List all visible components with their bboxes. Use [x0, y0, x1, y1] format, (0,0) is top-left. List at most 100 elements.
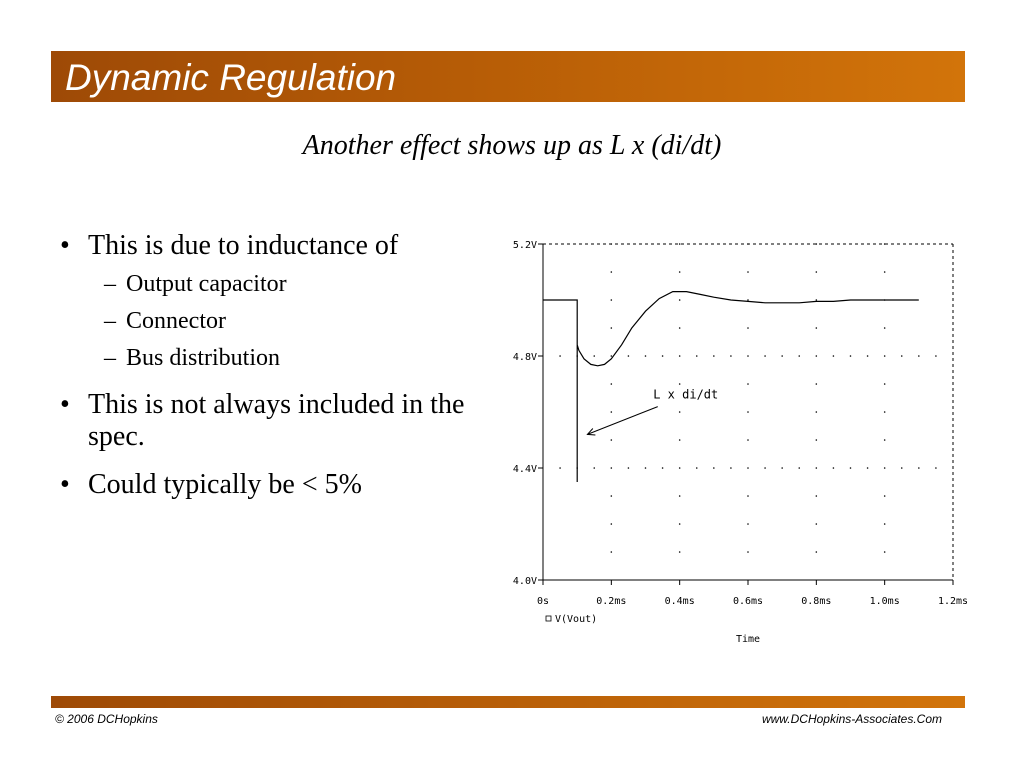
x-tick-label: 0.6ms	[733, 596, 763, 607]
sub-bullet-item: – Output capacitor	[58, 266, 518, 303]
grid-dot	[644, 355, 647, 357]
grid-dot	[781, 467, 783, 469]
grid-dot	[935, 355, 937, 357]
grid-dot	[610, 523, 613, 525]
grid-dot	[815, 439, 818, 441]
grid-dot	[627, 467, 630, 469]
grid-dot	[883, 411, 886, 413]
grid-dot	[610, 495, 613, 497]
grid-dot	[610, 383, 613, 385]
grid-dot	[935, 467, 937, 469]
grid-dot	[747, 523, 749, 525]
grid-dot	[918, 355, 920, 357]
grid-dot	[627, 355, 630, 357]
dash-marker: –	[104, 271, 116, 297]
grid-dot	[678, 243, 681, 245]
grid-dot	[747, 495, 749, 497]
grid-dot	[883, 355, 886, 357]
grid-dot	[815, 411, 818, 413]
grid-dot	[815, 495, 818, 497]
grid-dot	[798, 467, 801, 469]
grid-dot	[883, 243, 886, 245]
y-tick-label: 4.0V	[513, 576, 537, 587]
grid-dot	[883, 551, 886, 553]
grid-dot	[883, 327, 886, 329]
x-tick-label: 1.2ms	[938, 596, 968, 607]
legend-label: V(Vout)	[555, 614, 597, 625]
grid-dot	[678, 551, 681, 553]
footer-copyright: © 2006 DCHopkins	[55, 712, 158, 726]
grid-dot	[678, 327, 681, 329]
grid-dot	[610, 467, 613, 469]
x-tick-label: 1.0ms	[870, 596, 900, 607]
grid-dot	[815, 355, 818, 357]
dash-marker: –	[104, 345, 116, 371]
voltage-chart: 4.0V 4.4V 4.8V 5.2V 0s 0.2ms 0.4ms 0.6ms 0.8ms 1.…	[513, 240, 968, 645]
grid-dot	[730, 467, 732, 469]
grid-dot	[747, 411, 749, 413]
grid-dot	[610, 327, 613, 329]
bullet-marker: •	[60, 230, 70, 261]
grid-dot	[900, 467, 903, 469]
grid-dot	[610, 243, 613, 245]
footer-url: www.DCHopkins-Associates.Com	[761, 712, 942, 726]
grid-dot	[747, 551, 749, 553]
grid-dot	[866, 355, 869, 357]
grid-dot	[747, 299, 749, 301]
y-tick-label: 5.2V	[513, 240, 537, 251]
sub-bullet-item: – Bus distribution	[58, 340, 518, 377]
title-bar: Dynamic Regulation	[51, 51, 965, 102]
slide-title: Dynamic Regulation	[65, 57, 397, 98]
grid-dot	[747, 271, 749, 273]
grid-dot	[815, 243, 818, 245]
grid-dot	[713, 355, 715, 357]
grid-dot	[678, 523, 681, 525]
grid-dot	[764, 355, 766, 357]
y-tick-label: 4.8V	[513, 352, 537, 363]
grid-dot	[849, 467, 852, 469]
grid-dot	[678, 495, 681, 497]
grid-dot	[610, 439, 613, 441]
grid-dot	[832, 355, 835, 357]
bullet-text: Could typically be < 5%	[88, 469, 362, 500]
annotation-arrowhead	[586, 428, 596, 436]
grid-dot	[730, 355, 732, 357]
grid-dot	[900, 355, 903, 357]
series-line	[543, 290, 919, 482]
grid-dot	[695, 467, 698, 469]
grid-dot	[815, 383, 818, 385]
sub-bullet-text: Output capacitor	[126, 271, 287, 297]
sub-bullet-text: Connector	[126, 308, 226, 334]
legend-marker	[545, 615, 552, 622]
grid-dot	[866, 467, 869, 469]
annotation-label: L x di/dt	[653, 388, 718, 402]
grid-dot	[815, 299, 818, 301]
grid-dot	[747, 383, 749, 385]
grid-dot	[678, 299, 681, 301]
x-tick-label: 0.8ms	[801, 596, 831, 607]
grid-dot	[610, 411, 613, 413]
footer-bar	[51, 696, 965, 708]
grid-dot	[883, 495, 886, 497]
grid-dot	[747, 439, 749, 441]
grid-dot	[559, 355, 561, 357]
bullet-marker: •	[60, 469, 70, 500]
grid-dot	[815, 327, 818, 329]
grid-dot	[593, 355, 596, 357]
grid-dot	[661, 355, 664, 357]
grid-dot	[678, 411, 681, 413]
x-tick-label: 0.2ms	[596, 596, 626, 607]
grid-dot	[747, 327, 749, 329]
bullet-item: • Could typically be < 5%	[58, 469, 518, 501]
grid-dot	[815, 271, 818, 273]
grid-dot	[883, 439, 886, 441]
sub-bullet-text: Bus distribution	[126, 345, 281, 371]
grid-dot	[610, 271, 613, 273]
x-tick-label: 0.4ms	[665, 596, 695, 607]
grid-dot	[678, 439, 681, 441]
grid-dot	[883, 271, 886, 273]
grid-dot	[781, 355, 783, 357]
bullet-text: This is not always included in the spec.	[88, 389, 465, 452]
grid-dot	[747, 467, 749, 469]
grid-dot	[559, 467, 561, 469]
